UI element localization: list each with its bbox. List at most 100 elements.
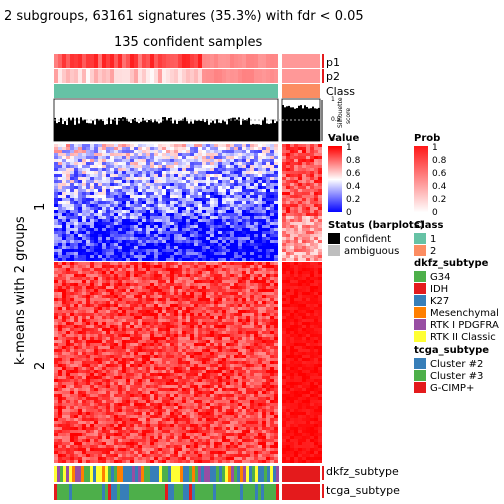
heatmap-cell bbox=[262, 213, 266, 216]
heatmap-cell bbox=[146, 192, 150, 195]
heatmap-cell bbox=[310, 240, 314, 243]
heatmap-cell bbox=[154, 277, 158, 280]
heatmap-cell bbox=[310, 207, 314, 210]
heatmap-cell bbox=[202, 325, 206, 328]
heatmap-cell bbox=[58, 165, 62, 168]
heatmap-cell bbox=[266, 283, 270, 286]
heatmap-cell bbox=[118, 349, 122, 352]
heatmap-cell bbox=[270, 313, 274, 316]
heatmap-cell bbox=[154, 255, 158, 258]
heatmap-cell bbox=[106, 153, 110, 156]
heatmap-cell bbox=[130, 262, 134, 265]
heatmap-cell bbox=[254, 156, 258, 159]
heatmap-cell bbox=[206, 301, 210, 304]
heatmap-cell bbox=[154, 331, 158, 334]
heatmap-cell bbox=[210, 258, 214, 261]
heatmap-cell bbox=[262, 340, 266, 343]
heatmap-cell bbox=[246, 186, 250, 189]
heatmap-cell bbox=[218, 322, 222, 325]
heatmap-cell bbox=[290, 295, 294, 298]
heatmap-cell bbox=[126, 304, 130, 307]
heatmap-cell bbox=[310, 183, 314, 186]
heatmap-cell bbox=[314, 165, 318, 168]
heatmap-cell bbox=[190, 186, 194, 189]
heatmap-cell bbox=[74, 292, 78, 295]
heatmap-cell bbox=[54, 313, 58, 316]
heatmap-cell bbox=[110, 177, 114, 180]
heatmap-cell bbox=[238, 358, 242, 361]
heatmap-cell bbox=[122, 198, 126, 201]
heatmap-cell bbox=[318, 192, 322, 195]
heatmap-cell bbox=[174, 280, 178, 283]
heatmap-cell bbox=[246, 189, 250, 192]
heatmap-cell bbox=[130, 319, 134, 322]
heatmap-cell bbox=[290, 228, 294, 231]
heatmap-cell bbox=[194, 252, 198, 255]
heatmap-cell bbox=[90, 310, 94, 313]
heatmap-cell bbox=[174, 277, 178, 280]
heatmap-cell bbox=[298, 325, 302, 328]
heatmap-cell bbox=[318, 147, 322, 150]
heatmap-cell bbox=[102, 207, 106, 210]
heatmap-cell bbox=[106, 168, 110, 171]
heatmap-cell bbox=[290, 283, 294, 286]
heatmap-cell bbox=[102, 195, 106, 198]
heatmap-cell bbox=[62, 286, 66, 289]
heatmap-cell bbox=[246, 322, 250, 325]
heatmap-cell bbox=[198, 198, 202, 201]
heatmap-cell bbox=[306, 301, 310, 304]
heatmap-cell bbox=[238, 207, 242, 210]
heatmap-cell bbox=[250, 159, 254, 162]
heatmap-cell bbox=[82, 246, 86, 249]
heatmap-cell bbox=[90, 228, 94, 231]
heatmap-cell bbox=[282, 255, 286, 258]
heatmap-cell bbox=[82, 162, 86, 165]
heatmap-cell bbox=[118, 228, 122, 231]
heatmap-cell bbox=[242, 271, 246, 274]
heatmap-cell bbox=[106, 316, 110, 319]
heatmap-cell bbox=[230, 168, 234, 171]
heatmap-cell bbox=[150, 144, 154, 147]
heatmap-cell bbox=[82, 153, 86, 156]
heatmap-cell bbox=[62, 144, 66, 147]
heatmap-cell bbox=[134, 234, 138, 237]
heatmap-cell bbox=[210, 186, 214, 189]
heatmap-cell bbox=[74, 249, 78, 252]
p1-cell bbox=[274, 54, 278, 68]
heatmap-cell bbox=[190, 237, 194, 240]
heatmap-cell bbox=[110, 304, 114, 307]
heatmap-cell bbox=[170, 180, 174, 183]
heatmap-cell bbox=[214, 168, 218, 171]
heatmap-cell bbox=[126, 265, 130, 268]
heatmap-cell bbox=[106, 310, 110, 313]
heatmap-cell bbox=[226, 171, 230, 174]
heatmap-cell bbox=[290, 340, 294, 343]
heatmap-cell bbox=[214, 301, 218, 304]
heatmap-cell bbox=[194, 292, 198, 295]
heatmap-cell bbox=[306, 165, 310, 168]
heatmap-cell bbox=[70, 192, 74, 195]
heatmap-cell bbox=[202, 316, 206, 319]
heatmap-cell bbox=[74, 168, 78, 171]
heatmap-cell bbox=[110, 340, 114, 343]
heatmap-cell bbox=[198, 153, 202, 156]
heatmap-cell bbox=[206, 355, 210, 358]
heatmap-cell bbox=[282, 228, 286, 231]
heatmap-cell bbox=[250, 216, 254, 219]
heatmap-cell bbox=[134, 301, 138, 304]
heatmap-cell bbox=[74, 295, 78, 298]
heatmap-cell bbox=[54, 231, 58, 234]
heatmap-cell bbox=[114, 268, 118, 271]
heatmap-cell bbox=[262, 237, 266, 240]
heatmap-cell bbox=[62, 331, 66, 334]
silhouette-bar bbox=[214, 123, 216, 141]
heatmap-cell bbox=[166, 180, 170, 183]
heatmap-cell bbox=[318, 189, 322, 192]
heatmap-cell bbox=[254, 210, 258, 213]
heatmap-cell bbox=[166, 310, 170, 313]
heatmap-cell bbox=[90, 216, 94, 219]
heatmap-cell bbox=[314, 343, 318, 346]
heatmap-cell bbox=[54, 168, 58, 171]
p2-cell bbox=[182, 69, 186, 83]
heatmap-cell bbox=[246, 240, 250, 243]
